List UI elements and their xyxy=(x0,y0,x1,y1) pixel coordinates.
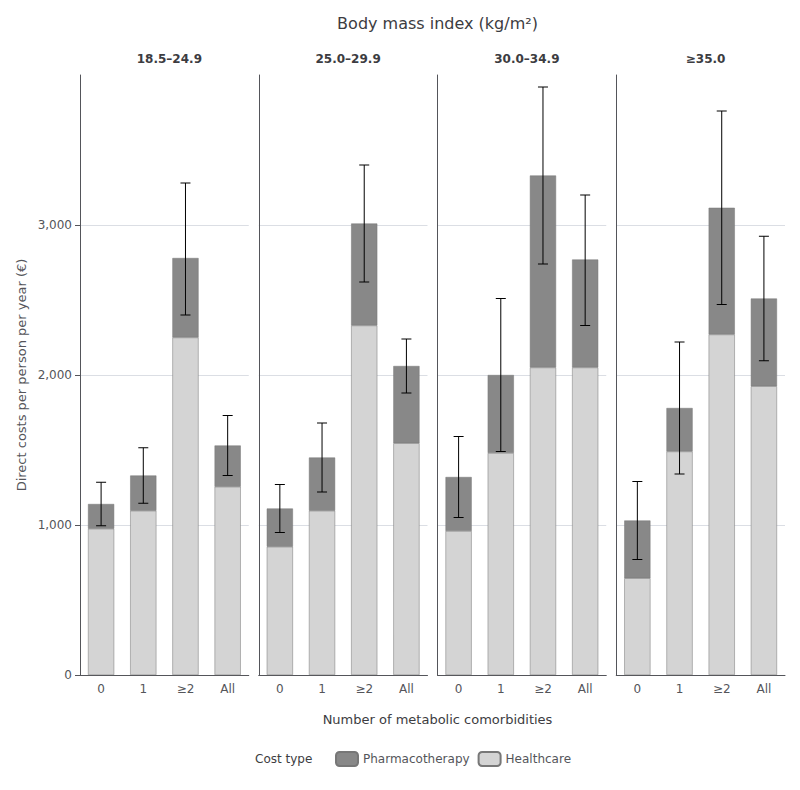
svg-text:1: 1 xyxy=(139,682,147,696)
svg-text:Body mass index (kg/m²): Body mass index (kg/m²) xyxy=(337,14,538,33)
svg-text:30.0–34.9: 30.0–34.9 xyxy=(494,52,559,66)
svg-text:0: 0 xyxy=(455,682,463,696)
svg-text:0: 0 xyxy=(276,682,284,696)
svg-text:Number of metabolic comorbidit: Number of metabolic comorbidities xyxy=(323,712,553,727)
svg-text:All: All xyxy=(399,682,414,696)
svg-text:Pharmacotherapy: Pharmacotherapy xyxy=(363,752,470,766)
svg-text:1,000: 1,000 xyxy=(38,518,72,532)
svg-text:0: 0 xyxy=(97,682,105,696)
svg-text:0: 0 xyxy=(64,668,72,682)
svg-text:≥2: ≥2 xyxy=(713,682,731,696)
svg-text:Direct costs per person per ye: Direct costs per person per year (€) xyxy=(14,259,29,492)
svg-text:Cost type: Cost type xyxy=(255,752,312,766)
svg-text:≥2: ≥2 xyxy=(534,682,552,696)
svg-text:2,000: 2,000 xyxy=(38,368,72,382)
svg-text:≥2: ≥2 xyxy=(355,682,373,696)
svg-text:All: All xyxy=(220,682,235,696)
svg-text:≥2: ≥2 xyxy=(177,682,195,696)
svg-text:1: 1 xyxy=(676,682,684,696)
svg-text:25.0–29.9: 25.0–29.9 xyxy=(316,52,381,66)
svg-text:All: All xyxy=(756,682,771,696)
svg-text:≥35.0: ≥35.0 xyxy=(686,52,726,66)
svg-text:18.5–24.9: 18.5–24.9 xyxy=(137,52,202,66)
svg-text:1: 1 xyxy=(318,682,326,696)
svg-text:All: All xyxy=(578,682,593,696)
svg-text:3,000: 3,000 xyxy=(38,218,72,232)
svg-text:Healthcare: Healthcare xyxy=(506,752,571,766)
svg-text:0: 0 xyxy=(634,682,642,696)
svg-text:1: 1 xyxy=(497,682,505,696)
